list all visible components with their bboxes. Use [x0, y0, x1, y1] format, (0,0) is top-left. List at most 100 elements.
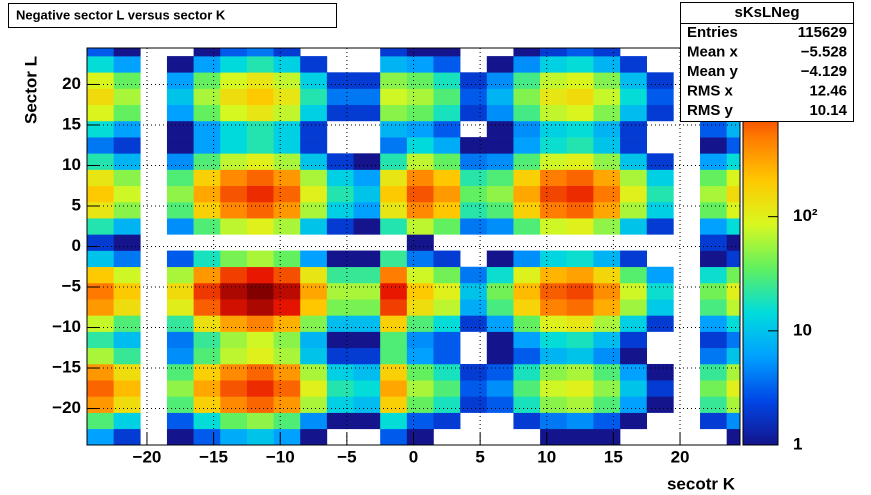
cell: [620, 72, 648, 89]
cell: [193, 331, 221, 349]
cell: [300, 299, 328, 316]
cell: [540, 185, 568, 203]
cell: [166, 299, 194, 316]
cell: [326, 266, 354, 284]
cell: [353, 282, 381, 300]
cell: [246, 299, 274, 316]
cell: [726, 153, 741, 170]
cell: [513, 315, 541, 332]
cell: [460, 185, 488, 203]
x-tick-label: 20: [671, 447, 690, 466]
cell: [700, 201, 727, 219]
cell: [220, 250, 248, 268]
cell: [620, 380, 648, 397]
cell: [326, 153, 354, 170]
cell: [700, 380, 727, 397]
cell: [113, 363, 141, 381]
stats-label: RMS y: [687, 102, 734, 119]
cell: [273, 120, 301, 138]
cell: [166, 428, 194, 446]
cell: [540, 56, 568, 73]
cell: [726, 315, 741, 332]
cell: [326, 282, 354, 300]
cell: [513, 282, 541, 300]
cell: [540, 380, 568, 397]
cell: [406, 120, 434, 138]
cell: [300, 315, 328, 332]
cell: [433, 72, 461, 89]
cell: [193, 218, 221, 235]
cell: [700, 266, 727, 284]
cell: [193, 347, 221, 365]
cell: [380, 218, 408, 235]
cell: [486, 153, 514, 170]
cell: [620, 104, 648, 122]
stats-value: −5.528: [801, 43, 847, 60]
cell: [646, 185, 674, 203]
cell: [380, 299, 408, 316]
cell: [353, 72, 381, 89]
cell: [566, 120, 594, 138]
cell: [220, 299, 248, 316]
title-box: [8, 3, 337, 28]
cell: [326, 299, 354, 316]
cell: [87, 48, 114, 57]
cell: [460, 169, 488, 187]
cell: [246, 72, 274, 89]
cell: [273, 88, 301, 106]
grid: [87, 48, 740, 445]
cell: [566, 137, 594, 154]
cell: [273, 299, 301, 316]
cell: [593, 380, 621, 397]
cell: [246, 363, 274, 381]
cell: [513, 104, 541, 122]
x-tick-label: 5: [475, 447, 484, 466]
cell: [220, 72, 248, 89]
cell: [486, 250, 514, 268]
stats-title: sKsLNeg: [734, 4, 799, 21]
cell: [513, 153, 541, 170]
cell: [380, 347, 408, 365]
cell: [620, 153, 648, 170]
cell: [513, 396, 541, 413]
cell: [326, 315, 354, 332]
cell: [87, 169, 114, 187]
cell: [113, 72, 141, 89]
cell: [700, 396, 727, 413]
cell: [166, 347, 194, 365]
cell: [566, 412, 594, 430]
cell: [566, 72, 594, 89]
cell: [113, 250, 141, 268]
cell: [620, 266, 648, 284]
cell: [406, 218, 434, 235]
cell: [166, 315, 194, 332]
cell: [113, 234, 141, 251]
cell: [540, 363, 568, 381]
cell: [113, 396, 141, 413]
cell: [273, 153, 301, 170]
cell: [113, 88, 141, 106]
cell: [566, 250, 594, 268]
cell: [433, 120, 461, 138]
cell: [513, 250, 541, 268]
cell: [406, 315, 434, 332]
cell: [700, 234, 727, 251]
cell: [193, 282, 221, 300]
stats-label: Mean y: [687, 63, 739, 80]
cell: [566, 315, 594, 332]
cell: [353, 363, 381, 381]
cell: [166, 218, 194, 235]
cell: [646, 282, 674, 300]
z-tick-label: 10²: [793, 206, 818, 225]
cell: [433, 396, 461, 413]
cell: [380, 396, 408, 413]
cell: [540, 88, 568, 106]
cell: [540, 72, 568, 89]
cell: [593, 412, 621, 430]
cell: [273, 218, 301, 235]
cell: [300, 185, 328, 203]
cell: [326, 185, 354, 203]
cell: [113, 153, 141, 170]
cell: [166, 250, 194, 268]
